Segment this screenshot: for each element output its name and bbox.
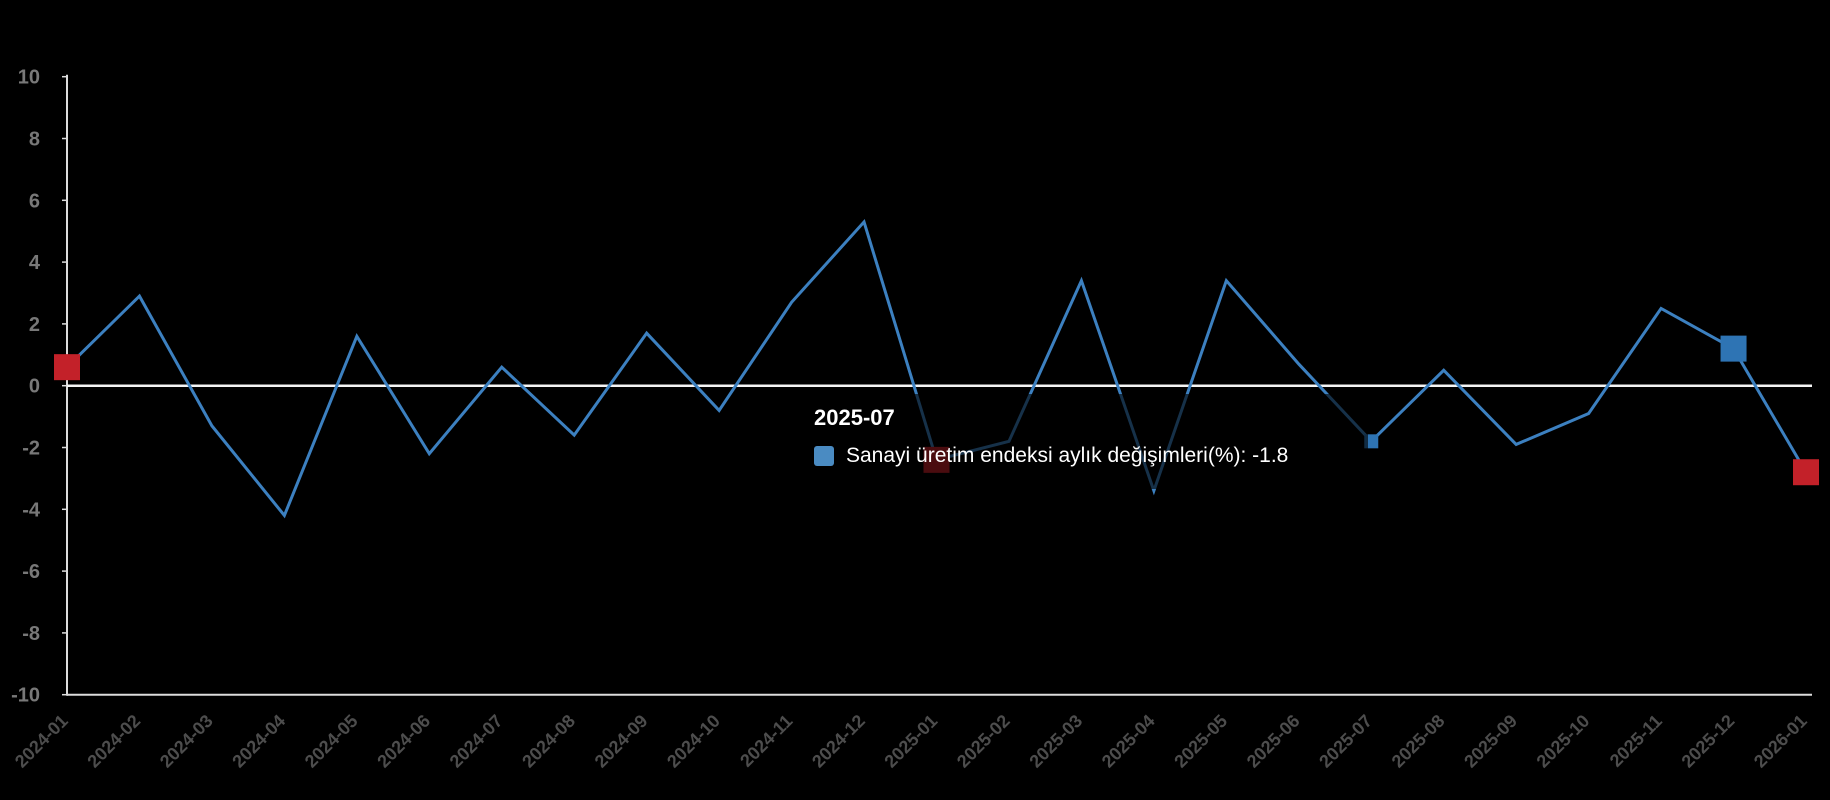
x-axis-label: 2025-03	[1025, 711, 1086, 772]
y-axis-label: 6	[29, 190, 40, 212]
x-axis-label: 2026-01	[1750, 711, 1811, 772]
y-axis-label: 8	[29, 129, 40, 151]
y-axis-label: -8	[22, 623, 40, 645]
x-axis-label: 2024-03	[156, 711, 217, 772]
series-legend-swatch-icon	[814, 446, 834, 467]
x-axis-label: 2025-09	[1460, 711, 1521, 772]
x-axis-label: 2025-11	[1606, 711, 1666, 771]
x-axis-label: 2024-04	[228, 711, 289, 772]
x-axis-label: 2024-11	[736, 711, 796, 771]
x-axis-label: 2025-08	[1388, 711, 1449, 772]
tooltip-row: Sanayi üretim endeksi aylık değişimleri(…	[814, 444, 1350, 468]
x-axis-label: 2024-08	[518, 711, 579, 772]
y-axis-label: -2	[22, 438, 40, 460]
x-axis-label: 2025-02	[953, 711, 1014, 772]
x-axis-label: 2024-07	[446, 711, 507, 772]
x-axis-label: 2025-07	[1315, 711, 1376, 772]
y-axis-label: -4	[22, 499, 41, 521]
y-axis-label: 0	[29, 376, 40, 398]
x-axis-label: 2024-01	[11, 711, 72, 772]
x-axis-label: 2025-01	[880, 711, 941, 772]
x-axis-label: 2025-05	[1170, 711, 1231, 772]
y-axis-label: 2	[29, 314, 40, 336]
tooltip-series-value: Sanayi üretim endeksi aylık değişimleri(…	[846, 444, 1289, 468]
data-point-marker-2024-01[interactable]	[54, 354, 80, 381]
x-axis-label: 2025-04	[1098, 711, 1159, 772]
y-axis-label: -10	[11, 685, 40, 707]
y-axis-label: -6	[22, 561, 40, 583]
x-axis-label: 2025-10	[1533, 711, 1594, 772]
x-axis-label: 2024-09	[591, 711, 652, 772]
x-axis-label: 2025-06	[1243, 711, 1304, 772]
x-axis-label: 2024-05	[301, 711, 362, 772]
x-axis-label: 2024-10	[663, 711, 724, 772]
x-axis-label: 2024-12	[808, 711, 869, 772]
x-axis-label: 2025-12	[1678, 711, 1739, 772]
data-point-marker-2025-12[interactable]	[1720, 335, 1747, 362]
tooltip: 2025-07 Sanayi üretim endeksi aylık deği…	[798, 394, 1368, 489]
y-axis-label: 10	[18, 67, 40, 89]
data-point-marker-2026-01[interactable]	[1793, 459, 1819, 486]
y-axis-label: 4	[29, 252, 41, 274]
tooltip-title: 2025-07	[814, 405, 895, 430]
x-axis-label: 2024-02	[83, 711, 144, 772]
x-axis-label: 2024-06	[373, 711, 434, 772]
